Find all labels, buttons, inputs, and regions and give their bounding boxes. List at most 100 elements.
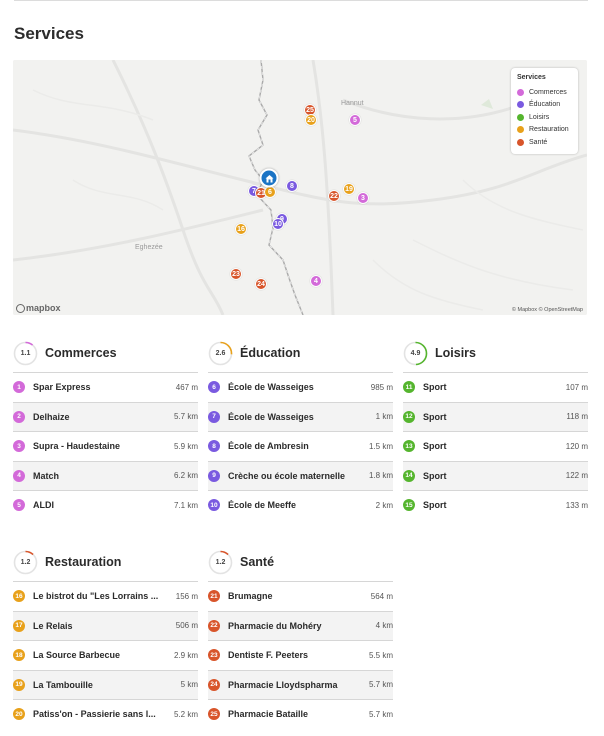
list-item[interactable]: 2 Delhaize 5.7 km [13, 401, 198, 431]
list-item[interactable]: 14 Sport 122 m [403, 460, 588, 490]
list-item[interactable]: 15 Sport 133 m [403, 490, 588, 520]
list-item[interactable]: 11 Sport 107 m [403, 372, 588, 402]
item-name: Pharmacie Lloydspharma [228, 679, 338, 690]
score-gauge: 1.2 [13, 549, 38, 575]
item-name: Pharmacie Bataille [228, 709, 309, 720]
item-name: Dentiste F. Peeters [228, 650, 309, 661]
map-marker[interactable]: 23 [230, 268, 242, 280]
item-number-badge: 6 [208, 381, 220, 394]
map-marker[interactable]: 10 [272, 218, 284, 230]
score-value: 1.2 [20, 558, 31, 566]
item-distance: 5.7 km [368, 680, 393, 690]
list-item[interactable]: 7 École de Wasseiges 1 km [208, 401, 393, 431]
score-gauge: 4.9 [403, 340, 428, 366]
legend-title: Services [517, 74, 546, 81]
list-item[interactable]: 24 Pharmacie Lloydspharma 5.7 km [208, 669, 393, 699]
item-distance: 6.2 km [173, 471, 198, 481]
list-item[interactable]: 4 Match 6.2 km [13, 460, 198, 490]
list-item[interactable]: 20 Patiss'on - Passierie sans l... 5.2 km [13, 699, 198, 729]
card-title: Loisirs [435, 346, 476, 360]
list-item[interactable]: 6 École de Wasseiges 985 m [208, 372, 393, 402]
place-list: 1 Spar Express 467 m 2 Delhaize 5.7 km 3 Supra … [13, 372, 198, 520]
list-item[interactable]: 1 Spar Express 467 m [13, 372, 198, 402]
home-icon [265, 174, 273, 182]
list-item[interactable]: 23 Dentiste F. Peeters 5.5 km [208, 640, 393, 670]
item-number-badge: 24 [208, 678, 220, 691]
map-marker[interactable]: 19 [343, 183, 355, 195]
item-name: Sport [423, 470, 447, 481]
legend-label: Restauration [529, 126, 569, 134]
card-title: Commerces [45, 346, 117, 360]
map-marker[interactable]: 8 [286, 180, 298, 192]
score-gauge: 2.6 [208, 340, 233, 366]
map-marker[interactable]: 24 [255, 278, 267, 290]
score-ring-icon [13, 550, 38, 574]
card-header: 1.2 Restauration [13, 548, 198, 576]
item-distance: 5.5 km [368, 650, 393, 660]
item-number-badge: 8 [208, 440, 220, 453]
services-map[interactable]: Hannut Eghezée 25 20 5 7 21 6 8 19 22 3 … [13, 60, 587, 315]
list-item[interactable]: 13 Sport 120 m [403, 431, 588, 461]
list-item[interactable]: 17 Le Relais 506 m [13, 610, 198, 640]
item-distance: 7.1 km [173, 500, 198, 510]
place-label-eghezee: Eghezée [135, 244, 163, 251]
home-marker-icon[interactable] [259, 168, 279, 188]
map-marker[interactable]: 22 [328, 190, 340, 202]
item-name: Sport [423, 382, 447, 393]
place-list: 21 Brumagne 564 m 22 Pharmacie du Mohéry 4 km… [208, 581, 393, 729]
list-item[interactable]: 9 Crèche ou école maternelle 1.8 km [208, 460, 393, 490]
map-marker[interactable]: 4 [310, 275, 322, 287]
legend-label: Santé [529, 138, 548, 146]
map-marker[interactable]: 5 [349, 114, 361, 126]
list-item[interactable]: 5 ALDI 7.1 km [13, 490, 198, 520]
legend-item: Commerces [517, 86, 572, 99]
item-name: Le bistrot du "Les Lorrains ... [33, 591, 159, 602]
item-number-badge: 12 [403, 410, 415, 423]
item-name: Brumagne [228, 591, 273, 602]
item-number-badge: 3 [13, 440, 25, 453]
legend-dot-icon [517, 138, 524, 146]
item-distance: 5 km [180, 680, 198, 690]
list-item[interactable]: 10 École de Meeffe 2 km [208, 490, 393, 520]
list-item[interactable]: 18 La Source Barbecue 2.9 km [13, 640, 198, 670]
item-name: Spar Express [33, 382, 91, 393]
item-number-badge: 7 [208, 410, 220, 423]
score-ring-icon [13, 341, 38, 365]
score-gauge: 1.2 [208, 549, 233, 575]
legend-item: Restauration [517, 124, 572, 137]
item-number-badge: 13 [403, 440, 415, 453]
mapbox-logo[interactable]: mapbox [16, 303, 61, 313]
item-distance: 107 m [565, 382, 588, 392]
place-label-hannut: Hannut [341, 100, 364, 107]
item-distance: 2 km [375, 500, 393, 510]
list-item[interactable]: 21 Brumagne 564 m [208, 581, 393, 611]
map-attribution[interactable]: © Mapbox © OpenStreetMap [511, 307, 583, 313]
item-distance: 1.8 km [368, 471, 393, 481]
item-number-badge: 15 [403, 499, 415, 512]
legend-label: Éducation [529, 101, 561, 109]
legend-item: Loisirs [517, 111, 572, 124]
map-marker[interactable]: 3 [357, 192, 369, 204]
item-number-badge: 25 [208, 708, 220, 721]
list-item[interactable]: 12 Sport 118 m [403, 401, 588, 431]
list-item[interactable]: 22 Pharmacie du Mohéry 4 km [208, 610, 393, 640]
item-number-badge: 5 [13, 499, 25, 512]
category-card-commerces: 1.1 Commerces 1 Spar Express 467 m 2 Delhaize 5… [13, 339, 198, 520]
list-item[interactable]: 3 Supra - Haudestaine 5.9 km [13, 431, 198, 461]
list-item[interactable]: 8 École de Ambresin 1.5 km [208, 431, 393, 461]
list-item[interactable]: 19 La Tambouille 5 km [13, 669, 198, 699]
map-marker[interactable]: 16 [235, 223, 247, 235]
item-number-badge: 19 [13, 678, 25, 691]
list-item[interactable]: 16 Le bistrot du "Les Lorrains ... 156 m [13, 581, 198, 611]
item-distance: 118 m [566, 412, 588, 422]
legend-dot-icon [517, 88, 524, 96]
mapbox-logo-text: mapbox [26, 303, 61, 313]
item-name: Sport [423, 500, 447, 511]
item-name: Match [33, 470, 60, 481]
item-distance: 1 km [375, 412, 393, 422]
map-marker[interactable]: 6 [264, 186, 276, 198]
item-name: École de Wasseiges [228, 411, 314, 422]
item-name: Sport [423, 411, 447, 422]
list-item[interactable]: 25 Pharmacie Bataille 5.7 km [208, 699, 393, 729]
map-marker[interactable]: 20 [305, 114, 317, 126]
